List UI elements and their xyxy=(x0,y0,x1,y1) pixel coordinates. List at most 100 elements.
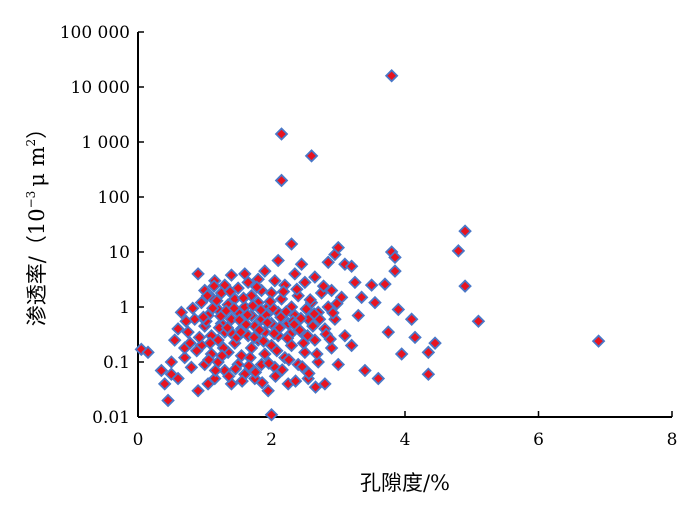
data-point xyxy=(302,366,316,381)
data-point xyxy=(181,325,195,339)
y-tick-label: 100 xyxy=(98,188,130,208)
data-point xyxy=(179,314,193,329)
data-point xyxy=(287,317,301,332)
y-axis-title-close: ） xyxy=(25,118,49,139)
data-point xyxy=(241,275,255,290)
y-axis-title-main: 渗透率/（10 xyxy=(25,208,49,326)
data-point xyxy=(222,369,236,384)
data-point xyxy=(308,380,323,394)
data-point xyxy=(246,299,260,313)
data-point xyxy=(248,365,263,380)
data-point xyxy=(208,363,223,378)
data-point xyxy=(275,363,289,377)
data-point xyxy=(368,295,382,310)
data-point xyxy=(263,294,277,309)
data-point xyxy=(344,259,359,274)
data-point xyxy=(331,357,346,372)
data-point xyxy=(268,273,282,288)
axis-ticks: 0 2 4 6 8 0.01 0.1 1 10 100 1 000 10 000 100 000 xyxy=(60,23,678,450)
data-point xyxy=(235,374,249,388)
data-point xyxy=(154,363,169,378)
data-point xyxy=(280,331,295,346)
data-point xyxy=(157,377,172,391)
data-point xyxy=(242,359,256,373)
x-tick-label: 0 xyxy=(133,430,144,450)
data-point xyxy=(388,250,402,265)
data-point xyxy=(223,284,237,299)
data-point xyxy=(299,302,313,316)
data-point xyxy=(213,309,228,323)
data-point xyxy=(201,352,216,367)
data-point xyxy=(458,279,472,293)
data-point xyxy=(177,350,192,365)
data-point xyxy=(326,306,340,320)
data-point xyxy=(240,308,255,322)
x-tick-label: 6 xyxy=(533,430,544,450)
y-tick-label: 100 000 xyxy=(60,23,130,43)
y-tick-label: 1 000 xyxy=(81,133,130,153)
data-point xyxy=(270,344,284,358)
data-point xyxy=(308,270,322,284)
y-axis-title-sup2: 2 xyxy=(24,139,38,147)
data-point xyxy=(371,371,386,386)
data-point xyxy=(268,369,283,384)
data-point xyxy=(316,279,331,293)
data-point xyxy=(239,317,253,332)
data-point xyxy=(394,347,409,361)
data-point xyxy=(183,336,197,350)
data-point xyxy=(191,383,205,398)
data-point xyxy=(164,367,179,381)
data-point xyxy=(354,290,369,305)
data-point xyxy=(184,360,199,375)
data-point xyxy=(192,330,207,345)
data-point xyxy=(388,264,402,278)
data-point xyxy=(298,275,312,290)
data-point xyxy=(256,334,271,348)
data-point xyxy=(194,295,209,310)
data-point xyxy=(324,341,339,355)
data-point xyxy=(244,341,259,355)
y-axis-title: 渗透率/（10−3 μ m2） xyxy=(24,118,49,326)
data-point xyxy=(318,377,332,391)
data-point xyxy=(258,347,272,361)
data-point xyxy=(408,330,422,345)
data-point xyxy=(330,296,344,311)
data-point xyxy=(247,330,261,345)
y-tick-label: 10 000 xyxy=(71,78,130,98)
data-point xyxy=(261,383,275,398)
data-point xyxy=(236,291,251,305)
data-point xyxy=(255,375,269,390)
data-point xyxy=(234,325,248,339)
data-point xyxy=(274,292,289,306)
data-point xyxy=(231,281,245,295)
data-point xyxy=(391,302,406,317)
x-axis-title: 孔隙度/% xyxy=(360,471,450,495)
data-point xyxy=(351,308,366,323)
data-point xyxy=(276,284,291,299)
data-point xyxy=(185,301,200,315)
data-point xyxy=(378,277,392,291)
data-point xyxy=(421,345,436,360)
data-point xyxy=(262,356,276,370)
x-tick-label: 2 xyxy=(266,430,277,450)
data-point xyxy=(228,362,243,376)
data-point xyxy=(207,279,221,293)
data-point xyxy=(321,255,336,270)
data-point xyxy=(384,69,399,83)
data-point xyxy=(224,268,239,282)
y-tick-label: 10 xyxy=(108,243,130,263)
y-tick-label: 0.1 xyxy=(103,353,130,373)
data-point xyxy=(284,237,299,251)
plot-area: 0 2 4 6 8 0.01 0.1 1 10 100 1 000 10 000 100 000 xyxy=(60,23,678,450)
data-point xyxy=(254,303,268,317)
data-point xyxy=(224,312,239,326)
data-point xyxy=(404,312,419,326)
data-point xyxy=(248,371,262,386)
data-point xyxy=(324,283,339,298)
data-point xyxy=(191,267,205,281)
data-point xyxy=(298,345,312,360)
data-point xyxy=(300,328,315,343)
y-axis-title-text: 渗透率/（10−3 μ m2） xyxy=(24,118,49,326)
y-axis-title-unit: μ m xyxy=(25,146,49,186)
